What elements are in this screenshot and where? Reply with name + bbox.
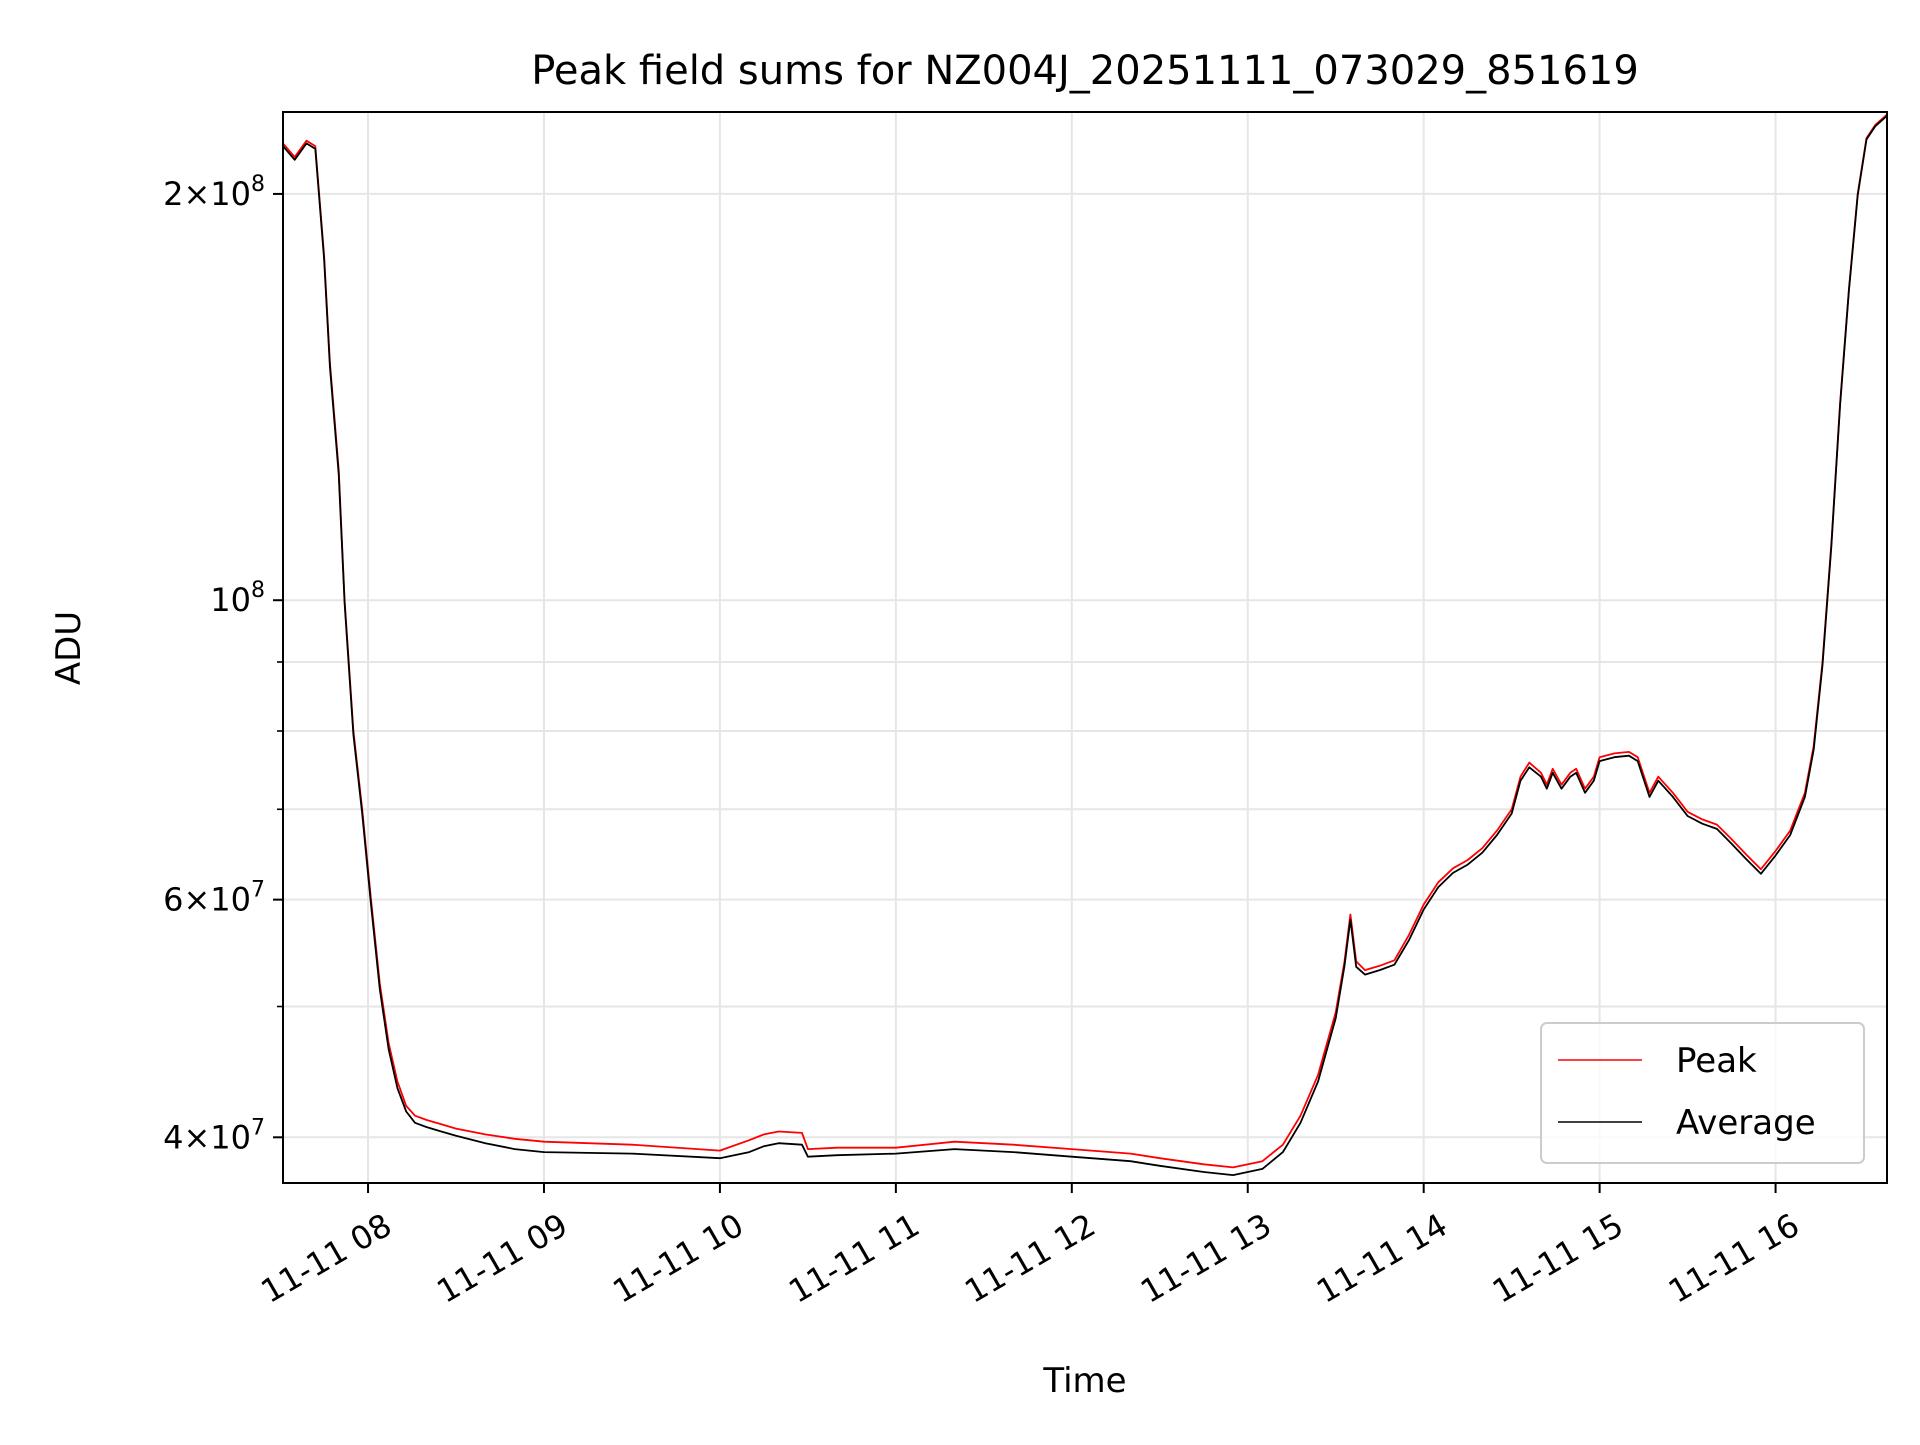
legend-box [1540,1022,1865,1164]
chart-title: Peak field sums for NZ004J_20251111_0730… [531,48,1639,94]
legend: Peak Average [1540,1022,1865,1164]
plot-frame [282,111,1888,1184]
series-line-average [283,115,1887,1176]
y-tick-label: 2×108 [163,172,265,213]
legend-label-peak: Peak [1676,1041,1757,1081]
y-axis-ticks: 4×107 6×107 108 2×108 [163,172,283,1156]
y-tick-label: 4×107 [163,1115,265,1156]
x-axis-label: Time [1042,1361,1126,1401]
y-tick-label: 6×107 [163,878,265,919]
legend-label-average: Average [1676,1103,1816,1143]
series-layer [283,113,1887,1176]
y-axis-label: ADU [49,611,89,685]
y-tick-label: 108 [210,578,265,619]
series-line-peak [283,113,1887,1169]
